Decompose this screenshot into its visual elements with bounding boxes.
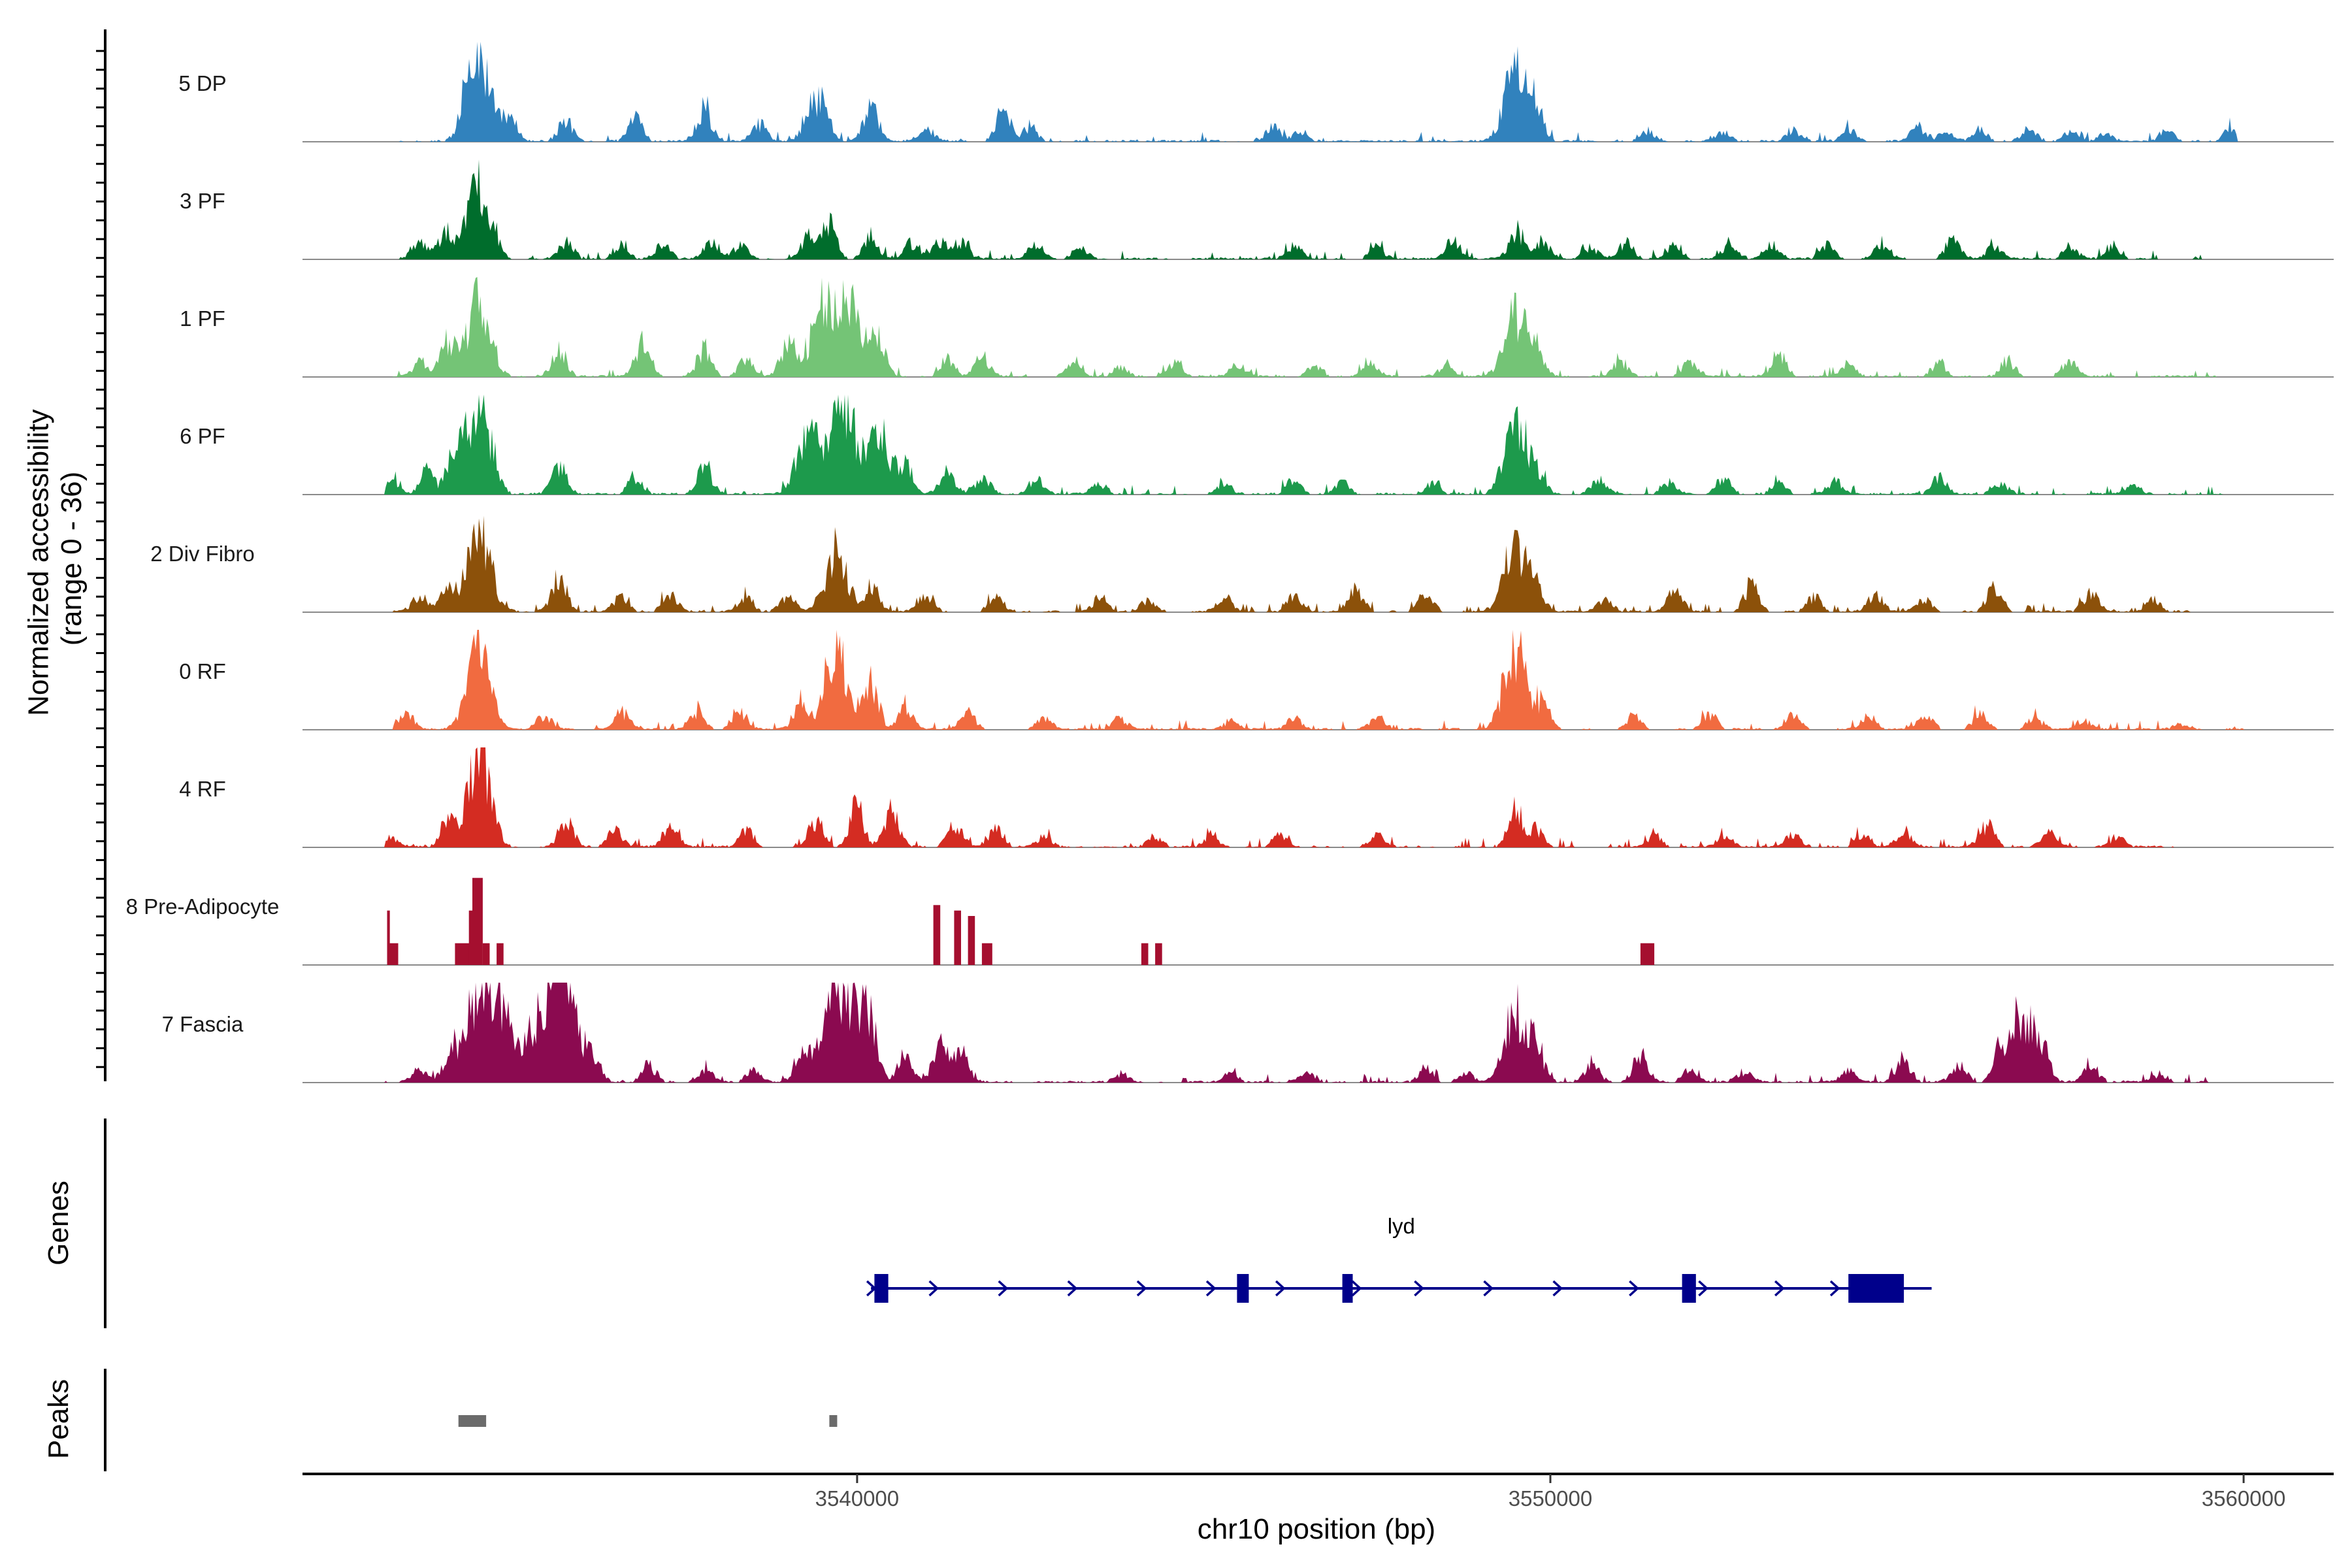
track-label: 8 Pre-Adipocyte [126,894,280,919]
coverage-bar [482,943,490,965]
y-axis-title-line2: (range 0 - 36) [56,472,88,646]
coverage-bar [387,943,399,965]
coverage-bar [981,943,992,965]
peak-region [829,1415,838,1427]
peaks-axis-title: Peaks [42,1379,74,1459]
track-label: 7 Fascia [162,1012,244,1036]
strand-arrow [1829,1280,1840,1297]
track-3-pf: 3 PF [180,159,2334,260]
strand-arrow [1414,1280,1424,1297]
track-6-pf: 6 PF [180,395,2334,495]
strand-arrow [1483,1280,1494,1297]
strand-arrow [928,1280,939,1297]
coverage-area [302,277,2334,377]
track-0-rf: 0 RF [179,630,2334,730]
coverage-area [302,983,2334,1083]
coverage-area [302,42,2334,142]
y-axis-title-line1: Normalized accessibility [23,409,55,715]
x-axis-title: chr10 position (bp) [1198,1513,1435,1545]
coverage-bar [968,916,975,965]
strand-arrow [1629,1280,1639,1297]
strand-arrow [1136,1280,1147,1297]
track-label: 3 PF [180,189,225,213]
track-5-dp: 5 DP [178,42,2334,142]
coverage-bar [387,910,390,965]
track-label: 2 Div Fibro [150,542,255,566]
track-2-div-fibro: 2 Div Fibro [150,515,2334,613]
accessibility-y-axis [96,29,106,1081]
strand-arrow [1275,1280,1286,1297]
coverage-area [302,159,2334,259]
track-7-fascia: 7 Fascia [162,983,2334,1083]
strand-arrow [1067,1280,1078,1297]
coverage-bar [933,905,941,965]
gene-exon [1342,1274,1353,1303]
coverage-bar [954,910,961,965]
coverage-tracks: 5 DP 3 PF 1 PF 6 PF 2 Div Fibro 0 RF 4 RF 8 Pre… [126,42,2334,1083]
track-label: 4 RF [179,777,226,801]
strand-arrow [1351,1280,1362,1297]
gene-name-label: lyd [1388,1214,1415,1238]
strand-arrow [1205,1280,1217,1297]
x-tick-label: 3550000 [1509,1486,1592,1511]
track-1-pf: 1 PF [180,277,2334,378]
coverage-area [302,515,2334,612]
coverage-area [302,747,2334,847]
coverage-bar [497,943,504,965]
x-tick-label: 3540000 [815,1486,899,1511]
coverage-bar [1141,943,1149,965]
coverage-bar [1155,943,1162,965]
coverage-bar [468,910,476,965]
genes-axis-title: Genes [42,1181,74,1266]
gene-exon [1848,1274,1904,1303]
track-label: 1 PF [180,306,225,331]
coverage-bar [1640,943,1655,965]
x-tick-label: 3560000 [2202,1486,2285,1511]
gene-exon [1682,1274,1696,1303]
coverage-area [302,395,2334,495]
strand-arrow [1698,1280,1708,1297]
track-8-pre-adipocyte: 8 Pre-Adipocyte [126,877,2334,966]
gene-exon [1237,1274,1249,1303]
gene-exon [874,1274,889,1303]
track-4-rf: 4 RF [179,747,2334,848]
strand-arrow [1552,1280,1563,1297]
x-axis: 3540000 3550000 3560000 [302,1473,2334,1511]
peak-region-track [458,1415,838,1427]
peak-region [458,1415,487,1427]
gene-lyd: lyd [866,1214,1932,1303]
track-label: 5 DP [178,71,226,95]
y-axis-title: Normalized accessibility (range 0 - 36) [23,401,88,716]
track-label: 0 RF [179,659,226,683]
strand-arrow [998,1280,1009,1297]
strand-arrow [1774,1280,1785,1297]
track-label: 6 PF [180,424,225,448]
gene-annotation-track: lyd [866,1214,1932,1303]
coverage-area [302,630,2334,730]
